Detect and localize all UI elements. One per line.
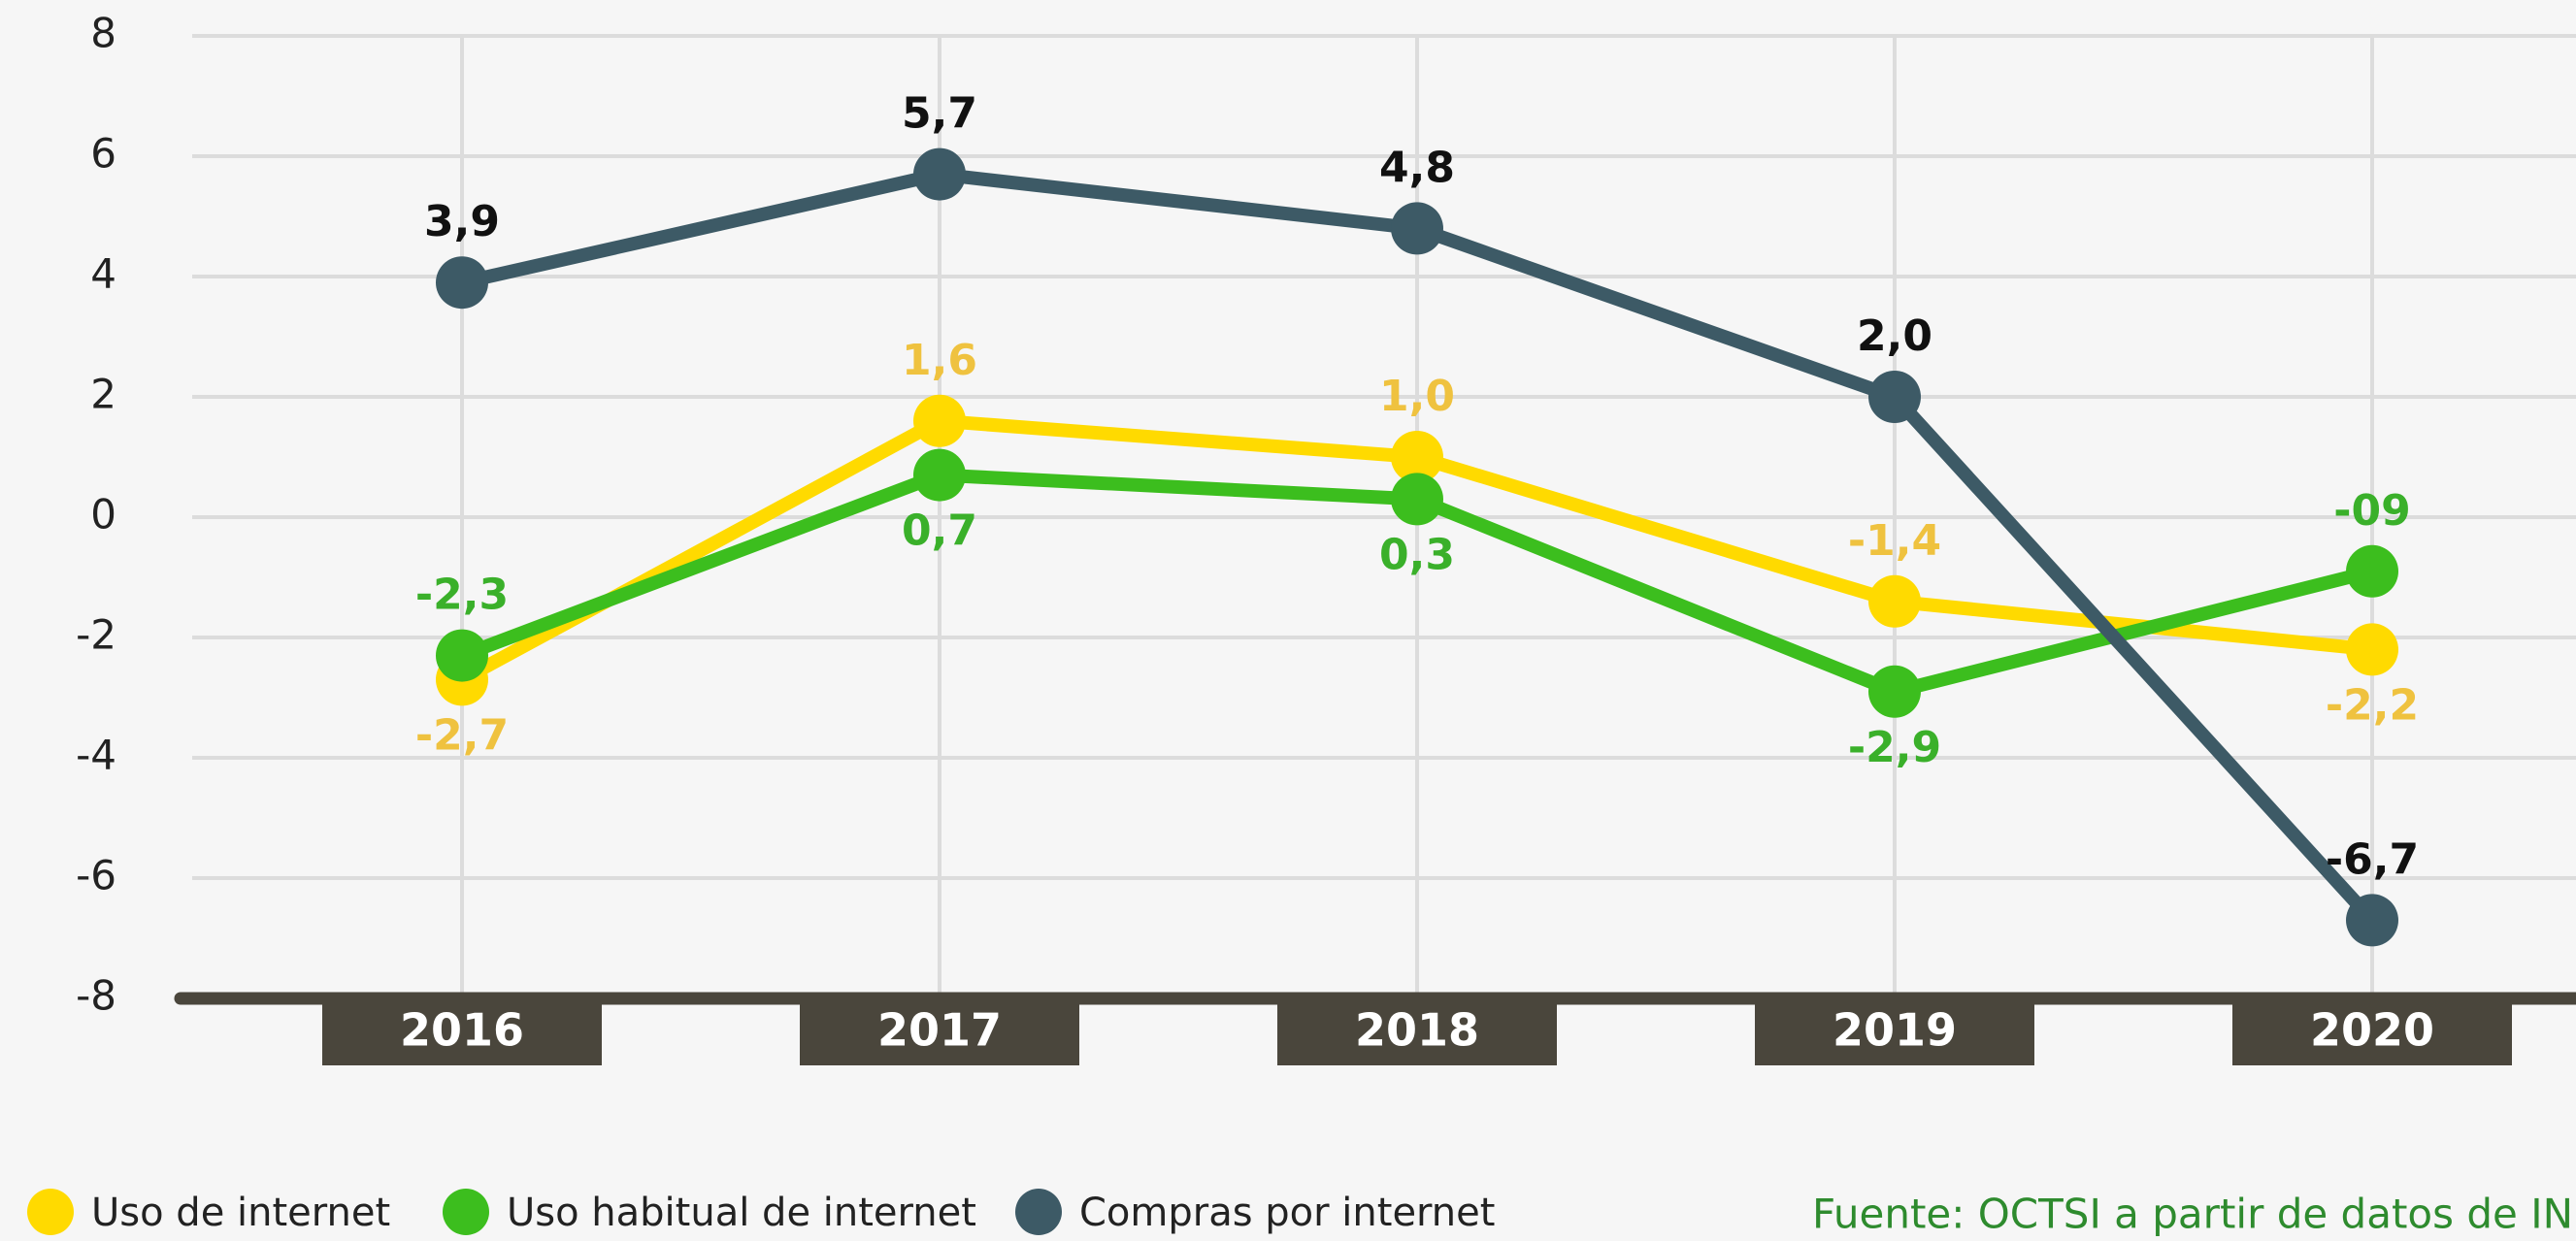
marker	[1391, 431, 1443, 483]
year-box	[1755, 998, 2034, 1065]
y-tick-label: -6	[76, 852, 116, 899]
year-box	[1277, 998, 1557, 1065]
marker	[913, 147, 966, 201]
marker	[1868, 665, 1921, 718]
legend-marker	[27, 1189, 74, 1235]
y-tick-label: -8	[76, 972, 116, 1020]
x-tick-label: 2020	[2310, 1004, 2434, 1057]
data-label: -2,2	[2326, 680, 2419, 730]
marker	[2346, 623, 2398, 676]
marker	[2346, 544, 2398, 598]
y-tick-label: 0	[90, 491, 116, 539]
legend-marker	[1015, 1189, 1062, 1235]
legend-label: Uso habitual de internet	[507, 1191, 976, 1235]
marker	[913, 394, 966, 447]
data-label: 0,7	[902, 506, 977, 556]
data-label: -2,9	[1848, 723, 1941, 772]
marker	[913, 448, 966, 502]
data-label: -09	[2333, 486, 2411, 536]
year-box	[2232, 998, 2512, 1065]
marker	[2346, 894, 2398, 947]
marker	[1868, 371, 1921, 423]
marker	[1391, 473, 1443, 526]
data-label: 3,9	[424, 197, 500, 246]
legend-label: Uso de internet	[91, 1191, 390, 1235]
year-box	[800, 998, 1079, 1065]
y-tick-label: 6	[90, 130, 116, 178]
marker	[436, 256, 488, 310]
data-label: -6,7	[2326, 834, 2419, 884]
data-label: 0,3	[1379, 530, 1455, 579]
x-tick-label: 2017	[877, 1004, 1002, 1057]
y-tick-label: -2	[76, 611, 116, 659]
data-label: 2,0	[1857, 311, 1932, 361]
y-tick-label: 8	[90, 10, 116, 57]
y-tick-label: -4	[76, 732, 116, 779]
year-box	[322, 998, 602, 1065]
data-label: -2,3	[415, 571, 509, 620]
data-label: -1,4	[1848, 516, 1941, 566]
data-label: 4,8	[1379, 143, 1455, 192]
data-label: 5,7	[902, 89, 977, 139]
legend-label: Compras por internet	[1079, 1191, 1495, 1235]
data-label: -2,7	[415, 710, 509, 760]
marker	[436, 629, 488, 682]
x-tick-label: 2018	[1355, 1004, 1479, 1057]
source: Fuente: OCTSI a partir de datos de IN	[1812, 1191, 2573, 1238]
data-label: 1,6	[902, 336, 977, 385]
marker	[1868, 574, 1921, 628]
legend-marker	[443, 1189, 489, 1235]
data-label: 1,0	[1379, 372, 1455, 421]
marker	[1391, 202, 1443, 255]
y-tick-label: 2	[90, 371, 116, 418]
x-tick-label: 2019	[1833, 1004, 1957, 1057]
y-tick-label: 4	[90, 250, 116, 298]
x-tick-label: 2016	[400, 1004, 524, 1057]
